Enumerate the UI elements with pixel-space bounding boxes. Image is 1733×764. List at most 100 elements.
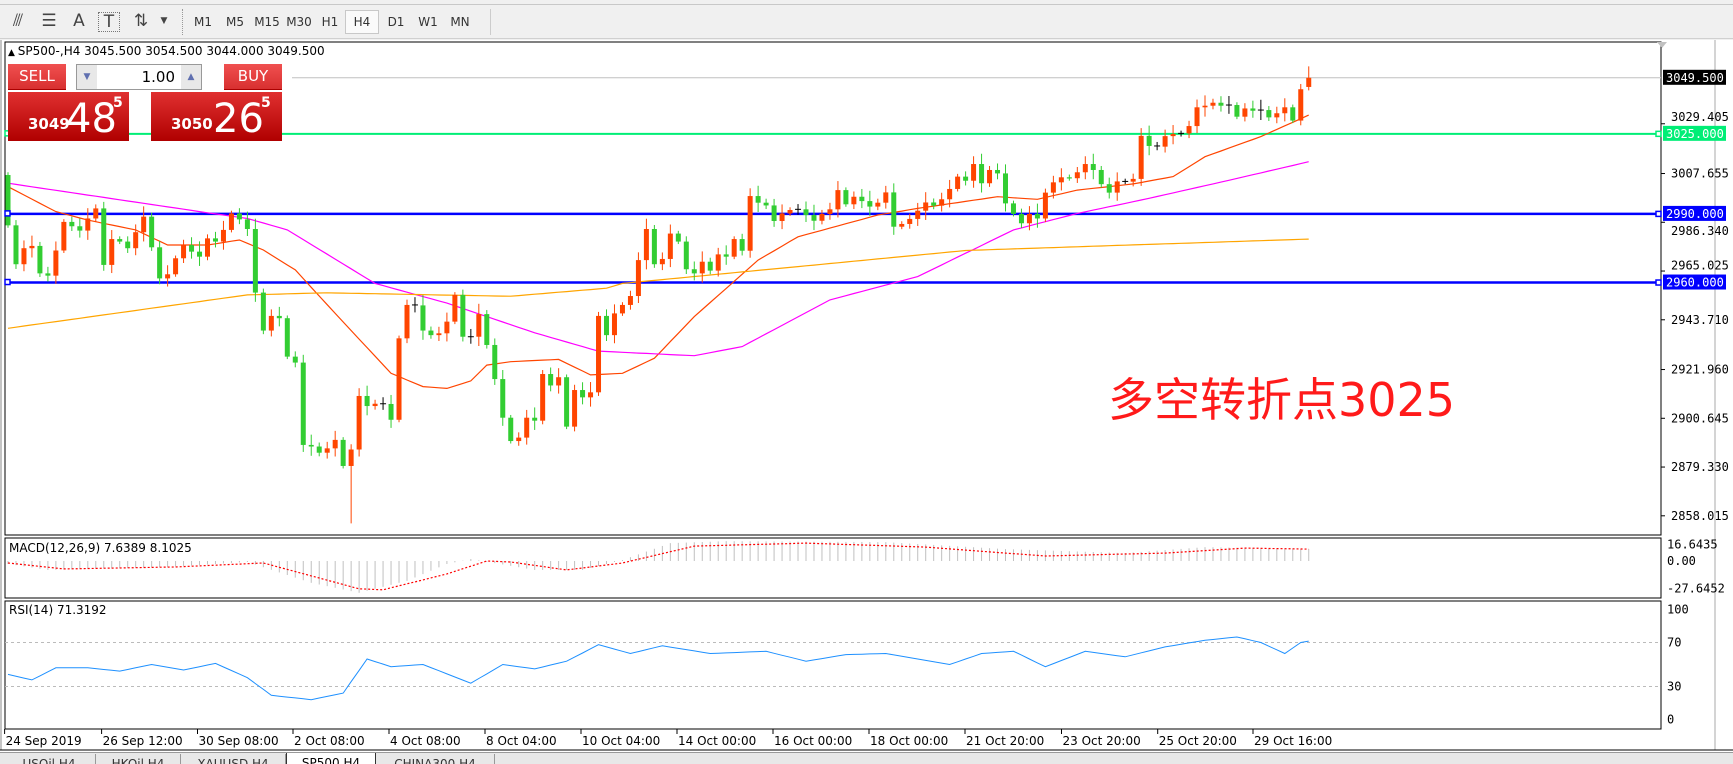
sell-button[interactable]: SELL [8, 64, 66, 90]
candle-body [1170, 134, 1176, 137]
candle-body [955, 176, 961, 189]
buy-quote[interactable]: 3050 26 5 [151, 92, 282, 141]
moving-average-line [7, 161, 1309, 357]
tab-usoil[interactable]: USOil,H4 [3, 754, 96, 764]
candle-body [1146, 135, 1152, 146]
lot-size-field[interactable]: ▼ 1.00 ▲ [76, 64, 202, 90]
timeframe-h4[interactable]: H4 [345, 10, 379, 34]
candle-body [963, 176, 969, 181]
candle-body [85, 218, 91, 231]
chart-window[interactable] [0, 40, 1733, 752]
timeframe-d1[interactable]: D1 [387, 15, 405, 29]
sell-price-prefix: 3049 [28, 115, 70, 133]
tab-xauusd[interactable]: XAUUSD,H4 [181, 754, 286, 764]
time-tick-label: 26 Sep 12:00 [103, 734, 183, 748]
macd-panel-frame [4, 537, 1662, 599]
price-tick-label: 2921.960 [1671, 363, 1729, 377]
candle-body [1130, 178, 1136, 182]
candle-body [827, 209, 833, 214]
lot-increase-icon[interactable]: ▲ [181, 65, 201, 89]
time-tick-label: 16 Oct 00:00 [774, 734, 852, 748]
candle-body [859, 196, 865, 202]
tab-hkoil[interactable]: HKOil,H4 [96, 754, 181, 764]
candle-body [580, 390, 586, 398]
price-tick-label: 3029.405 [1671, 110, 1729, 124]
candle-body [436, 333, 442, 336]
candle-body [532, 417, 538, 421]
candle-body [1298, 89, 1304, 121]
candle-body [675, 233, 681, 242]
price-tick-label: 2986.340 [1671, 224, 1729, 238]
candle-body [971, 164, 977, 181]
chart-annotation-text: 多空转折点3025 [1108, 373, 1456, 427]
time-tick-label: 29 Oct 16:00 [1254, 734, 1332, 748]
fibonacci-icon[interactable]: ☰ [41, 11, 57, 31]
chart-toolbar: ⫻ ☰ A T ⇅ ▼ M1 M5 M15 M30 H1 H4 D1 W1 MN [0, 5, 1733, 39]
chart-header: ▲ SP500-,H4 3045.500 3054.500 3044.000 3… [8, 44, 325, 58]
lot-size-value[interactable]: 1.00 [141, 68, 175, 86]
timeframe-m5[interactable]: M5 [226, 15, 244, 29]
macd-axis-label: 16.6435 [1667, 537, 1718, 551]
candle-body [300, 362, 306, 445]
lot-decrease-icon[interactable]: ▼ [77, 65, 97, 89]
candle-body [21, 248, 27, 265]
candle-body [899, 223, 905, 227]
timeframe-m15[interactable]: M15 [254, 15, 280, 29]
candle-body [667, 233, 673, 259]
candle-body [1242, 108, 1248, 117]
candle-body [1010, 203, 1016, 214]
candle-body [77, 226, 83, 231]
candle-body [348, 449, 354, 466]
text-label-icon[interactable]: T [98, 12, 120, 32]
tab-china300[interactable]: CHINA300,H4 [376, 754, 495, 764]
arrows-icon[interactable]: ⇅ [133, 11, 149, 31]
candle-body [1026, 213, 1032, 224]
candle-body [643, 228, 649, 261]
price-tick-label: 2858.015 [1671, 509, 1729, 523]
candle-body [372, 403, 378, 407]
candle-body [292, 356, 298, 363]
candle-body [149, 216, 155, 248]
timeframe-m30[interactable]: M30 [286, 15, 312, 29]
candle-body [69, 221, 75, 227]
candle-body [604, 315, 609, 336]
candle-body [460, 294, 466, 337]
candle-body [1250, 108, 1256, 111]
rsi-axis-label: 100 [1667, 603, 1689, 617]
candle-body [619, 304, 625, 314]
candle-body [891, 192, 897, 227]
candle-body [252, 228, 258, 293]
macd-label: MACD(12,26,9) 7.6389 8.1025 [9, 541, 192, 555]
time-tick-label: 24 Sep 2019 [6, 734, 82, 748]
candle-body [939, 199, 945, 206]
candle-body [268, 315, 274, 331]
symbol-ohlc: SP500-,H4 3045.500 3054.500 3044.000 304… [17, 44, 325, 58]
timeframe-m1[interactable]: M1 [194, 15, 212, 29]
candle-body [843, 190, 849, 205]
tab-sp500[interactable]: SP500,H4 [286, 753, 376, 764]
candle-body [173, 258, 179, 275]
candle-body [787, 210, 793, 214]
elliott-wave-icon[interactable]: ⫻ [12, 11, 24, 31]
timeframe-mn[interactable]: MN [450, 15, 470, 29]
candle-body [1282, 107, 1288, 114]
level-handle-right [1655, 279, 1662, 286]
sell-quote[interactable]: 3049 48 5 [8, 92, 129, 141]
text-icon[interactable]: A [73, 11, 85, 31]
level-handle-right [1655, 210, 1662, 218]
candle-body [133, 232, 139, 249]
buy-button[interactable]: BUY [224, 64, 282, 90]
rsi-panel-frame [4, 600, 1662, 730]
candle-body [220, 229, 226, 242]
timeframe-h1[interactable]: H1 [321, 15, 339, 29]
candle-body [420, 305, 426, 331]
candle-body [157, 247, 163, 279]
candle-body [508, 417, 514, 442]
current-price-label: 3049.500 [1666, 71, 1724, 85]
timeframe-w1[interactable]: W1 [418, 15, 438, 29]
candle-body [165, 274, 171, 279]
candle-body [931, 202, 937, 206]
chevron-down-icon[interactable]: ▼ [160, 16, 168, 26]
candle-body [101, 208, 107, 265]
